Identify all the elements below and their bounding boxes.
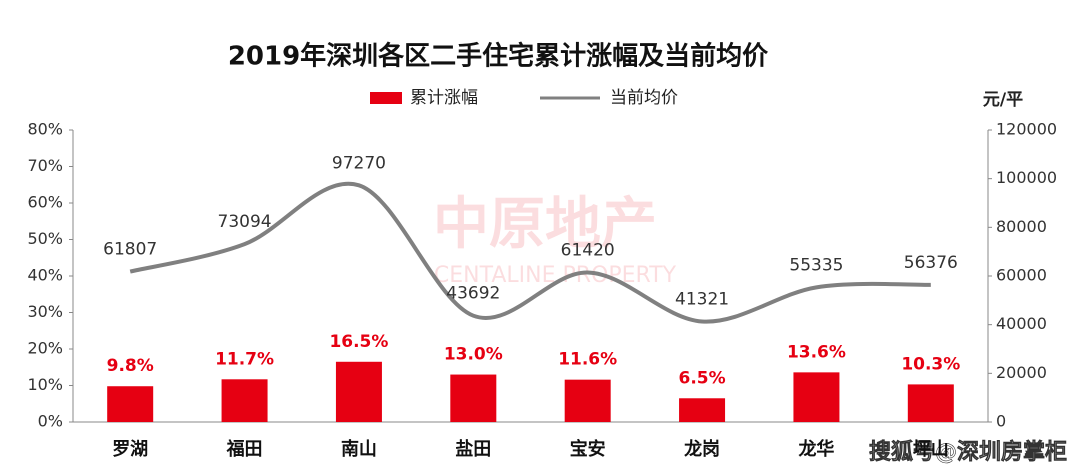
bar <box>107 386 154 422</box>
y2-tick-label: 120000 <box>996 120 1057 139</box>
y2-tick-label: 40000 <box>996 314 1047 333</box>
y-tick-label: 50% <box>27 229 63 248</box>
y2-tick-label: 100000 <box>996 168 1057 187</box>
y-tick-label: 30% <box>27 302 63 321</box>
x-tick-label: 坪山 <box>913 439 949 460</box>
x-tick-label: 龙岗 <box>684 438 720 460</box>
bar-value-label: 11.7% <box>215 349 274 369</box>
x-tick-label: 盐田 <box>455 438 491 460</box>
line-value-label: 55335 <box>789 255 843 275</box>
bar-value-label: 10.3% <box>901 354 960 374</box>
line-value-label: 61420 <box>561 241 615 261</box>
x-tick-label: 罗湖 <box>112 439 148 460</box>
x-tick-label: 福田 <box>226 438 263 460</box>
y-tick-label: 20% <box>27 339 63 358</box>
bar-value-label: 16.5% <box>329 332 388 352</box>
y-tick-label: 40% <box>27 266 63 285</box>
line <box>129 181 931 324</box>
y2-tick-label: 20000 <box>996 363 1047 382</box>
y2-tick-label: 60000 <box>996 266 1047 285</box>
y2-tick-label: 80000 <box>996 217 1047 236</box>
chart-title: 2019年深圳各区二手住宅累计涨幅及当前均价 <box>228 41 769 72</box>
x-tick-label: 宝安 <box>570 438 606 460</box>
watermark: 中原地产 <box>433 192 657 257</box>
legend-label: 累计涨幅 <box>410 88 478 108</box>
legend-label: 当前均价 <box>610 88 678 108</box>
source-mark: 搜狐号@深圳房掌柜 <box>869 439 1067 465</box>
bar <box>564 379 611 422</box>
y-tick-label: 80% <box>27 120 63 139</box>
y2-unit: 元/平 <box>983 90 1023 110</box>
legend-swatch <box>370 92 402 104</box>
line-value-label: 97270 <box>332 153 386 173</box>
y-tick-label: 10% <box>27 375 63 394</box>
bar <box>450 374 497 422</box>
bar-value-label: 9.8% <box>107 356 154 376</box>
x-tick-label: 龙华 <box>798 438 834 460</box>
y2-tick-label: 0 <box>996 412 1006 431</box>
bar <box>679 398 726 422</box>
line-value-label: 61807 <box>103 240 157 260</box>
bar <box>221 379 268 422</box>
line-value-label: 73094 <box>218 212 272 232</box>
line-value-label: 43692 <box>446 284 500 304</box>
y-tick-label: 0% <box>38 412 63 431</box>
bar <box>793 372 840 422</box>
y-tick-label: 70% <box>27 156 63 175</box>
bar-value-label: 6.5% <box>678 368 725 388</box>
line-value-label: 41321 <box>675 289 729 309</box>
bar-value-label: 13.6% <box>787 342 846 362</box>
bar <box>335 361 382 422</box>
line-value-label: 56376 <box>904 253 958 273</box>
bar <box>907 384 954 422</box>
bar-value-label: 13.0% <box>444 345 503 365</box>
y-tick-label: 60% <box>27 193 63 212</box>
x-tick-label: 南山 <box>341 438 377 460</box>
bar-value-label: 11.6% <box>558 350 617 370</box>
